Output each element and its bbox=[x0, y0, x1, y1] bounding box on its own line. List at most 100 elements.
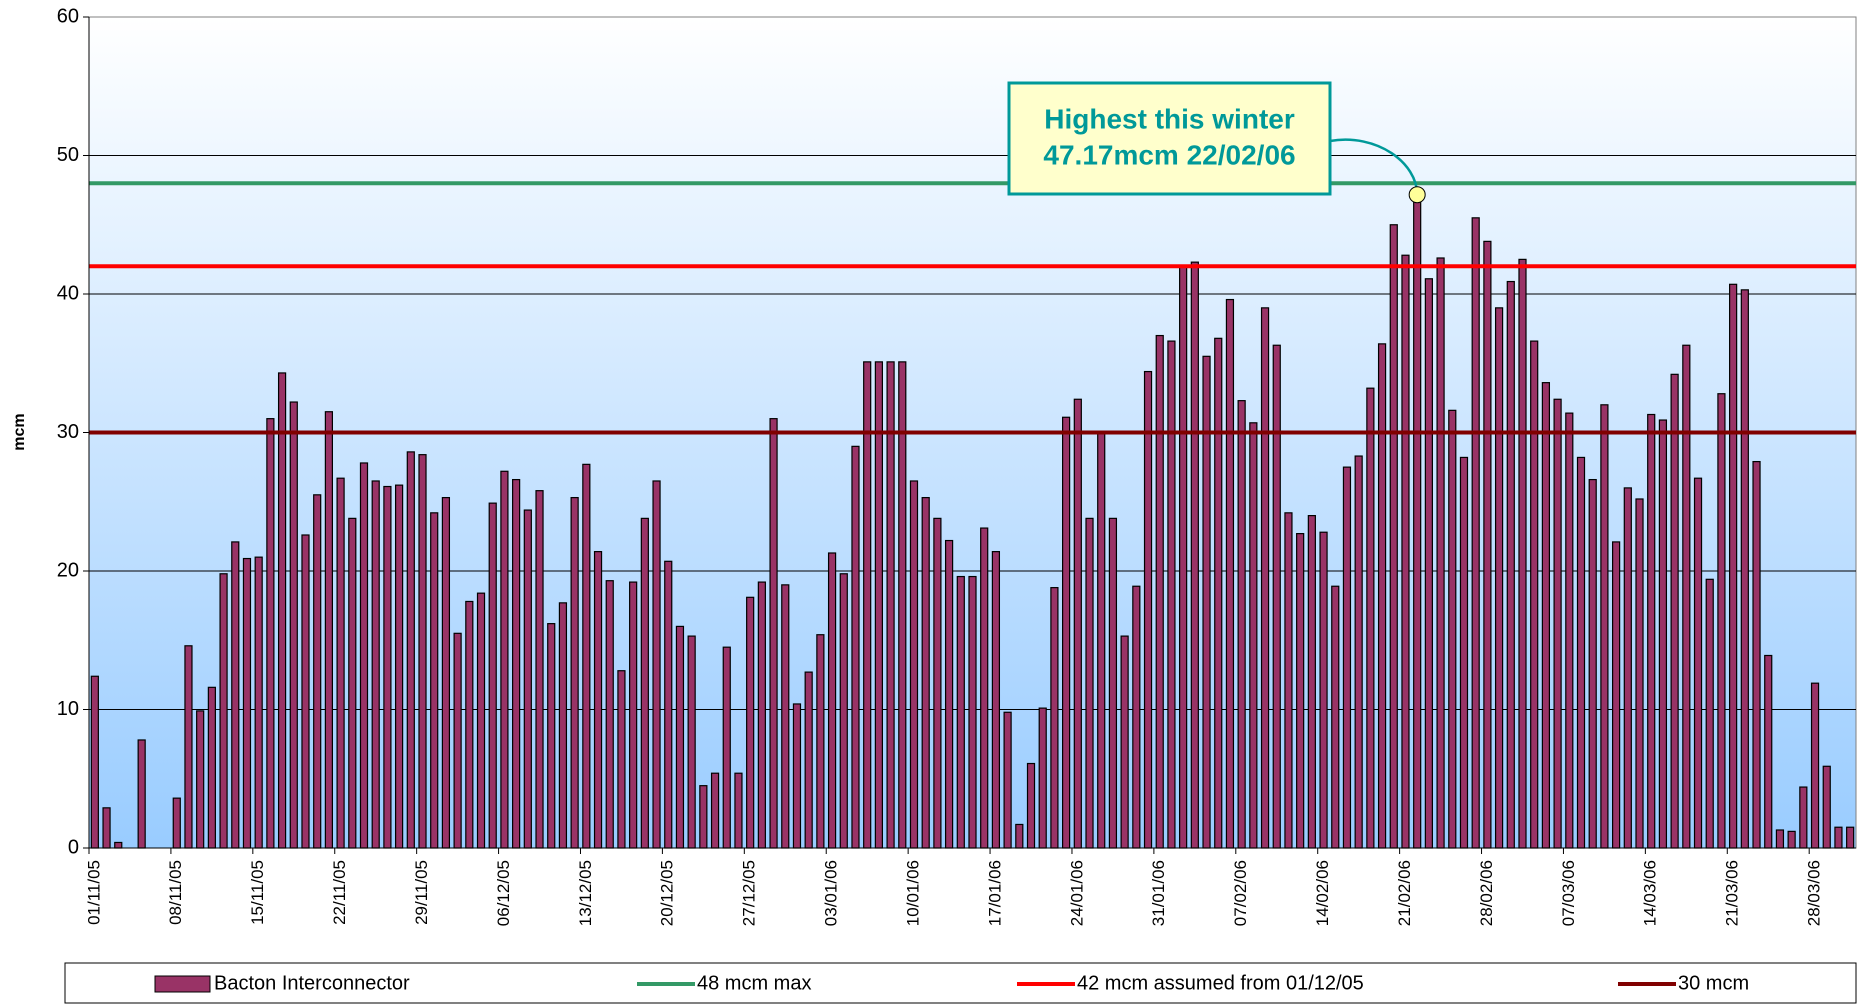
bar bbox=[1787, 830, 1796, 849]
x-tick-label: 10/01/06 bbox=[903, 860, 922, 926]
bar bbox=[909, 480, 919, 849]
x-tick-label: 01/11/05 bbox=[84, 860, 103, 925]
bar bbox=[1600, 404, 1609, 849]
bar bbox=[1284, 512, 1293, 849]
bar bbox=[839, 573, 848, 849]
bar bbox=[617, 670, 626, 849]
bar bbox=[1015, 823, 1024, 849]
bar bbox=[1132, 585, 1141, 849]
bar bbox=[827, 552, 837, 849]
y-tick-label: 20 bbox=[57, 559, 79, 581]
bar bbox=[746, 596, 755, 849]
legend-label: 42 mcm assumed from 01/12/05 bbox=[1077, 972, 1364, 994]
bar bbox=[184, 645, 193, 849]
bar bbox=[1658, 419, 1668, 849]
bar bbox=[336, 477, 345, 849]
bar bbox=[1214, 337, 1223, 849]
x-tick-label: 24/01/06 bbox=[1067, 860, 1086, 926]
bar bbox=[1576, 456, 1586, 849]
bar bbox=[383, 485, 392, 849]
x-tick-label: 28/02/06 bbox=[1477, 860, 1496, 926]
bar bbox=[710, 772, 720, 849]
y-tick-label: 60 bbox=[57, 5, 79, 27]
annotation-text: 47.17mcm 22/02/06 bbox=[1043, 139, 1295, 170]
bar bbox=[523, 509, 532, 849]
bar bbox=[1459, 456, 1469, 849]
bar bbox=[1190, 261, 1199, 849]
bar bbox=[968, 575, 977, 849]
bar bbox=[1389, 224, 1398, 849]
bar bbox=[1693, 477, 1703, 849]
annotation-text: Highest this winter bbox=[1044, 103, 1295, 134]
bar bbox=[266, 418, 275, 849]
legend-box bbox=[64, 962, 1857, 1004]
x-tick-label: 14/02/06 bbox=[1313, 860, 1332, 926]
x-tick-label: 06/12/05 bbox=[494, 860, 513, 926]
bar bbox=[172, 797, 181, 849]
annotation-marker bbox=[1408, 186, 1426, 204]
bar bbox=[1647, 413, 1656, 849]
bar bbox=[406, 451, 415, 849]
bar bbox=[254, 556, 263, 849]
bar bbox=[1342, 466, 1352, 849]
bar bbox=[722, 646, 731, 849]
bar bbox=[933, 517, 942, 849]
bar bbox=[1588, 478, 1597, 849]
bar bbox=[1705, 578, 1714, 849]
bar bbox=[1623, 487, 1632, 849]
bar bbox=[851, 445, 860, 849]
bar bbox=[1319, 531, 1328, 849]
bar bbox=[1775, 829, 1785, 849]
bar bbox=[1846, 826, 1855, 849]
bar bbox=[1167, 340, 1176, 849]
annotation-pointer bbox=[1329, 138, 1419, 195]
bar bbox=[1296, 533, 1305, 849]
bar bbox=[324, 411, 334, 849]
x-tick-label: 07/03/06 bbox=[1559, 860, 1578, 926]
bar bbox=[1799, 786, 1808, 849]
bar bbox=[313, 494, 322, 849]
bar bbox=[956, 575, 965, 849]
bar bbox=[1272, 344, 1281, 849]
bar bbox=[886, 361, 895, 849]
bar bbox=[1810, 682, 1820, 849]
bar bbox=[1670, 373, 1679, 849]
bar bbox=[289, 401, 298, 849]
bar bbox=[1635, 498, 1644, 849]
bar bbox=[781, 584, 790, 849]
bar bbox=[921, 496, 930, 849]
bar bbox=[1155, 334, 1164, 849]
y-tick-label: 0 bbox=[68, 836, 79, 858]
bar bbox=[816, 634, 825, 849]
bar bbox=[1026, 762, 1036, 849]
bar bbox=[991, 551, 1001, 849]
annotation-box bbox=[1007, 81, 1332, 196]
bar bbox=[231, 541, 240, 849]
bar bbox=[1764, 654, 1773, 849]
bar bbox=[90, 675, 99, 849]
bar bbox=[1413, 194, 1422, 849]
bar bbox=[1366, 387, 1375, 849]
bar bbox=[582, 463, 591, 849]
bar bbox=[1541, 382, 1551, 849]
y-tick-label: 10 bbox=[57, 698, 79, 720]
y-tick-label: 30 bbox=[57, 421, 79, 443]
bar bbox=[371, 480, 380, 849]
legend-label: Bacton Interconnector bbox=[214, 972, 410, 994]
bar bbox=[1752, 460, 1761, 849]
bar bbox=[804, 671, 813, 849]
x-tick-label: 28/03/06 bbox=[1805, 860, 1824, 926]
x-tick-label: 20/12/05 bbox=[658, 860, 677, 926]
bar bbox=[1822, 765, 1831, 849]
x-tick-label: 21/02/06 bbox=[1395, 860, 1414, 926]
bar bbox=[1717, 393, 1726, 849]
bar bbox=[1225, 298, 1235, 849]
x-tick-label: 21/03/06 bbox=[1723, 860, 1742, 926]
bar bbox=[394, 484, 404, 849]
bar bbox=[1506, 280, 1515, 849]
bar bbox=[1331, 585, 1340, 849]
bar bbox=[1307, 514, 1316, 849]
bar bbox=[102, 807, 111, 849]
bar bbox=[547, 623, 556, 849]
